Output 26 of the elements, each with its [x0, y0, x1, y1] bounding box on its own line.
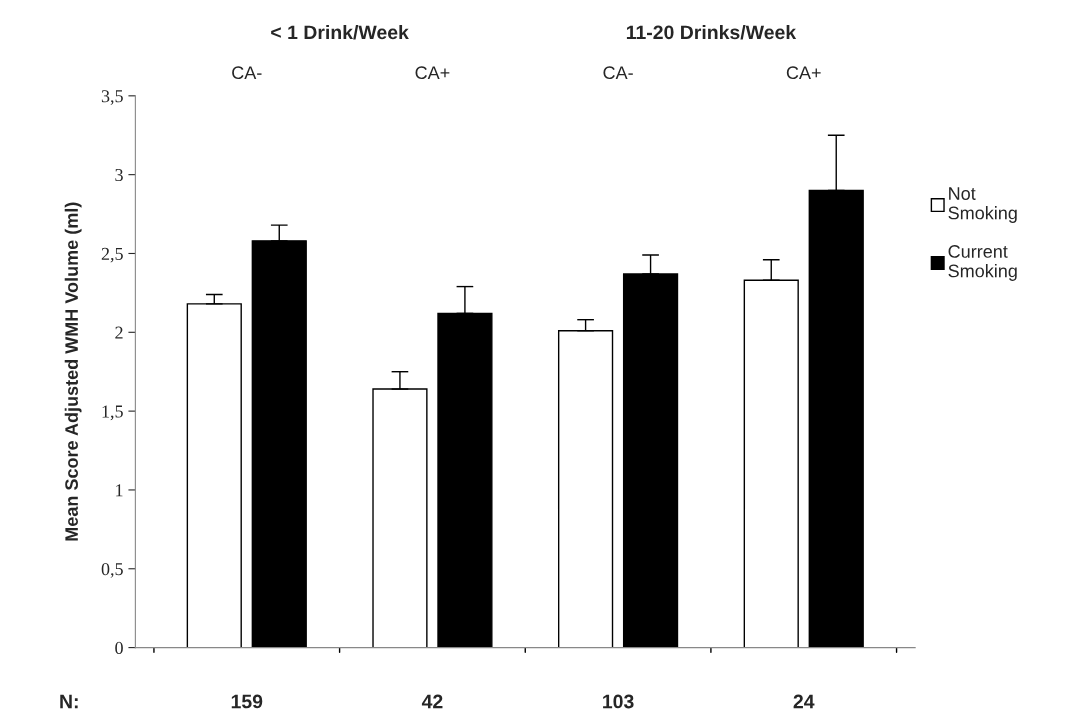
text: 24 — [793, 694, 815, 709]
text: 159 — [231, 694, 263, 709]
y-tick-label: 2,5 — [101, 247, 123, 263]
bar — [186, 303, 242, 648]
y-tick-label: 1 — [116, 484, 123, 497]
x-tick-label: CA+ — [415, 66, 450, 80]
y-tick-label: 2 — [115, 326, 123, 339]
x-tick-label: CA- — [232, 66, 262, 80]
text: 42 — [421, 694, 443, 709]
bar — [622, 273, 679, 648]
y-tick-label: 0,5 — [101, 563, 123, 578]
y-tick-label: 3 — [115, 168, 123, 182]
x-tick-label: CA+ — [786, 66, 821, 80]
bar — [251, 240, 307, 648]
y-tick-label: 3,5 — [101, 90, 123, 105]
legend-label: Not Smoking — [948, 187, 1017, 223]
legend-label: Current Smoking — [948, 245, 1017, 281]
text: < 1 Drink/Week — [271, 24, 409, 40]
x-tick-label: CA- — [603, 66, 633, 80]
y-tick-label: 1,5 — [102, 405, 123, 421]
y-tick-label: 0 — [115, 641, 123, 655]
text: N: — [60, 694, 78, 709]
text: 103 — [603, 694, 634, 709]
text: 11-20 Drinks/Week — [626, 24, 797, 40]
bar — [372, 388, 428, 648]
y-axis-title: Mean Score Adjusted WMH Volume (ml) — [64, 202, 82, 541]
